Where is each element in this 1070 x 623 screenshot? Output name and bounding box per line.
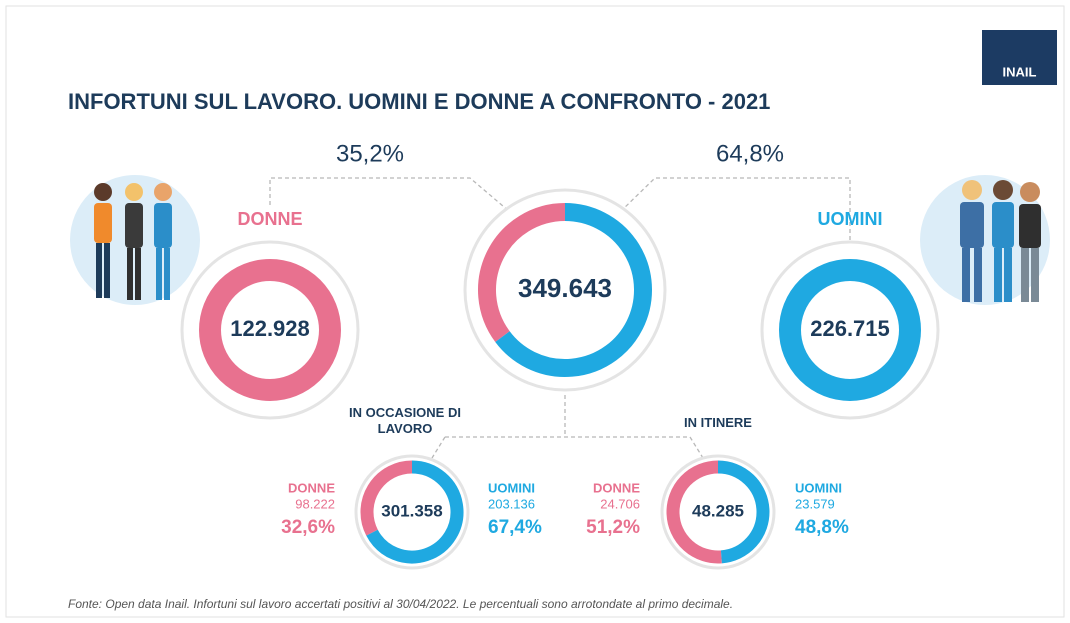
category-label: DONNE (288, 480, 335, 495)
logo: INAIL (1003, 64, 1037, 79)
value-label: 64,8% (716, 140, 784, 167)
group-label: DONNE (237, 209, 302, 229)
chart: INAIL INFORTUNI SUL LAVORO. UOMINI E DON… (0, 0, 1070, 623)
source-note: Fonte: Open data Inail. Infortuni sul la… (68, 597, 733, 611)
donut-total: 48.285 (692, 501, 744, 520)
category-label: DONNE (593, 480, 640, 495)
infographic: INAIL INFORTUNI SUL LAVORO. UOMINI E DON… (0, 0, 1070, 623)
value-label: 35,2% (336, 140, 404, 167)
illustration-women (70, 175, 200, 305)
value-label: 32,6% (281, 517, 335, 538)
donut-title: IN ITINERE (658, 415, 778, 431)
count-label: 98.222 (295, 496, 335, 511)
donut-total: 301.358 (381, 501, 442, 520)
donut-total: 349.643 (518, 273, 612, 303)
count-label: 203.136 (488, 496, 535, 511)
illustration-men (920, 175, 1050, 305)
value-label: 48,8% (795, 517, 849, 538)
group-label: UOMINI (818, 209, 883, 229)
ring-total: 226.715 (810, 316, 890, 341)
category-label: UOMINI (488, 480, 535, 495)
donut-title: IN OCCASIONE DI LAVORO (345, 405, 465, 437)
count-label: 24.706 (600, 496, 640, 511)
value-label: 51,2% (586, 517, 640, 538)
value-label: 67,4% (488, 517, 542, 538)
category-label: UOMINI (795, 480, 842, 495)
count-label: 23.579 (795, 496, 835, 511)
chart-title: INFORTUNI SUL LAVORO. UOMINI E DONNE A C… (68, 89, 770, 114)
ring-total: 122.928 (230, 316, 310, 341)
